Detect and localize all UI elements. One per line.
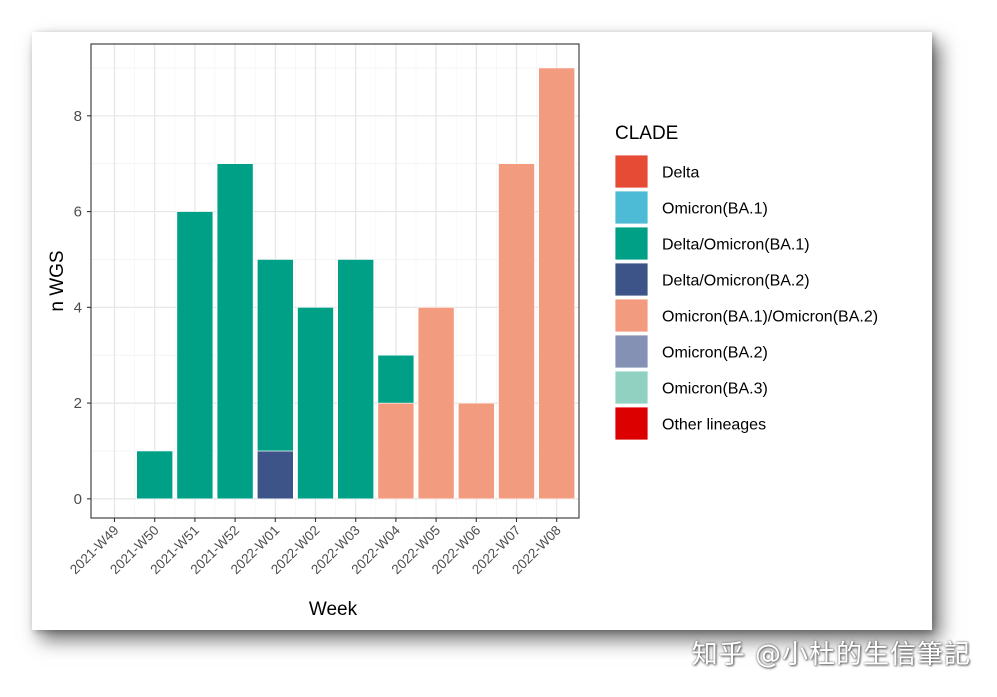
legend-key — [614, 370, 649, 405]
panel-border — [90, 43, 580, 519]
legend-label: Omicron(BA.3) — [662, 381, 768, 398]
bar-2021-W52-Delta/Omicron(BA.1) — [216, 163, 254, 500]
legend-key — [614, 406, 649, 441]
legend-key — [614, 190, 649, 225]
legend-label: Other lineages — [662, 417, 766, 434]
legend-key — [614, 262, 649, 297]
y-axis-title: n WGS — [47, 250, 68, 311]
legend-title: CLADE — [615, 123, 678, 144]
watermark-text: 知乎 @小杜的生信筆記 — [691, 640, 971, 670]
legend-key — [614, 298, 649, 333]
bar-2021-W51-Delta/Omicron(BA.1) — [176, 211, 214, 500]
y-tick-label: 6 — [74, 204, 82, 221]
bar-2022-W08-Omicron(BA.1)/Omicron(BA.2) — [538, 67, 576, 500]
y-tick-label: 0 — [74, 491, 82, 508]
bar-2022-W04-Omicron(BA.1)/Omicron(BA.2) — [377, 402, 415, 500]
legend-key — [614, 154, 649, 189]
legend-label: Delta — [662, 165, 699, 182]
x-axis-title: Week — [309, 599, 358, 620]
y-tick-label: 8 — [74, 108, 82, 125]
bar-2022-W04-Delta/Omicron(BA.1) — [377, 354, 415, 404]
legend-label: Delta/Omicron(BA.1) — [662, 237, 810, 254]
legend-label: Omicron(BA.2) — [662, 345, 768, 362]
legend-label: Delta/Omicron(BA.2) — [662, 273, 810, 290]
bar-2021-W50-Delta/Omicron(BA.1) — [136, 450, 173, 500]
legend-key — [614, 334, 649, 369]
bar-2022-W01-Delta/Omicron(BA.1) — [256, 259, 294, 452]
bar-2022-W05-Omicron(BA.1)/Omicron(BA.2) — [417, 307, 455, 500]
bar-2022-W07-Omicron(BA.1)/Omicron(BA.2) — [498, 163, 535, 500]
legend-label: Omicron(BA.1) — [662, 201, 768, 218]
bar-2022-W03-Delta/Omicron(BA.1) — [337, 259, 375, 500]
legend-label: Omicron(BA.1)/Omicron(BA.2) — [662, 309, 878, 326]
y-tick-label: 2 — [74, 395, 82, 412]
plot-panel — [91, 44, 579, 518]
bar-2022-W02-Delta/Omicron(BA.1) — [297, 307, 334, 500]
bar-2022-W01-Delta/Omicron(BA.2) — [256, 450, 294, 500]
bar-2022-W06-Omicron(BA.1)/Omicron(BA.2) — [457, 402, 495, 500]
legend-key — [614, 226, 649, 261]
y-tick-label: 4 — [74, 299, 82, 316]
